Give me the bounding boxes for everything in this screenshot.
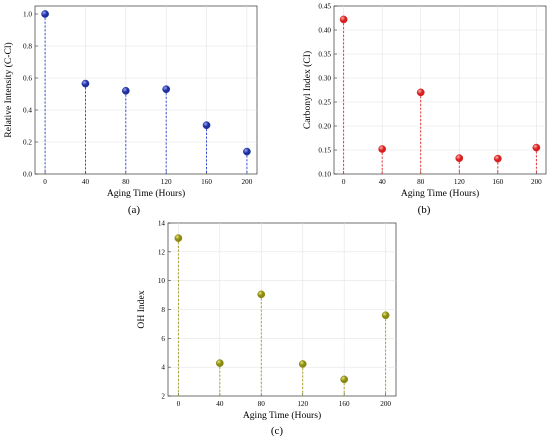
y-tick-label-a: 1.0 — [23, 11, 32, 19]
x-tick-label-c: 80 — [258, 400, 266, 408]
y-tick-label-a: 0.2 — [23, 139, 32, 147]
data-point-c — [298, 360, 307, 368]
y-tick-label-b: 0.30 — [318, 75, 331, 83]
x-tick-label-a: 120 — [161, 178, 172, 186]
data-point-a — [41, 10, 49, 18]
y-axis-title-a: Relative Intensity (C-Cl) — [3, 42, 14, 137]
y-tick-label-b: 0.45 — [318, 3, 331, 11]
x-tick-label-c: 40 — [216, 400, 224, 408]
chart-panel-b: (b) 0.10 0.15 0.20 0.25 0.30 0.35 0.40 0.45 0 40 8… — [302, 3, 547, 216]
y-tick-label-b: 0.15 — [318, 147, 331, 155]
data-point-a — [243, 147, 251, 156]
data-point-c — [215, 359, 224, 367]
y-tick-label-a: 0.6 — [23, 75, 32, 83]
plot-frame-b — [333, 5, 547, 175]
x-tick-label-c: 0 — [177, 400, 181, 408]
data-point-c — [257, 290, 266, 299]
y-tick-label-c: 6 — [161, 335, 165, 343]
x-tick-label-c: 120 — [297, 400, 308, 408]
x-tick-label-b: 200 — [531, 178, 542, 186]
y-tick-label-c: 4 — [161, 364, 165, 372]
data-point-b — [378, 145, 387, 153]
y-tick-label-c: 14 — [158, 220, 166, 228]
data-point-b — [493, 154, 502, 163]
y-tick-label-a: 0.8 — [23, 43, 32, 51]
panel-label-b: (b) — [418, 204, 431, 216]
x-axis-title-b: Aging Time (Hours) — [401, 188, 479, 199]
x-tick-label-c: 160 — [339, 400, 350, 408]
y-tick-label-a: 0.4 — [23, 107, 32, 115]
data-point-c — [340, 375, 349, 384]
data-point-c — [381, 311, 390, 320]
x-tick-label-b: 120 — [454, 178, 465, 186]
data-point-c — [174, 234, 183, 242]
panel-label-c: (c) — [271, 425, 284, 437]
data-point-b — [532, 143, 541, 152]
y-tick-label-b: 0.20 — [318, 123, 331, 131]
y-axis-title-c: OH Index — [136, 290, 147, 328]
x-tick-label-b: 40 — [379, 178, 387, 186]
x-tick-label-b: 0 — [342, 178, 346, 186]
data-point-b — [455, 154, 464, 163]
y-tick-label-c: 2 — [161, 393, 165, 401]
x-tick-label-a: 40 — [82, 178, 90, 186]
chart-panel-c: (c) 2 4 6 8 10 12 14 0 40 80 120 160 200 Aging Time (… — [136, 220, 397, 437]
x-tick-label-b: 160 — [492, 178, 503, 186]
x-axis-title-a: Aging Time (Hours) — [107, 188, 185, 199]
y-tick-label-c: 8 — [161, 306, 165, 314]
y-tick-label-b: 0.25 — [318, 99, 331, 107]
x-tick-label-a: 200 — [242, 178, 253, 186]
data-point-a — [202, 121, 211, 130]
data-point-a — [81, 79, 90, 88]
x-tick-label-a: 0 — [43, 178, 47, 186]
y-axis-title-b: Carbonyl Index (CI) — [302, 51, 313, 129]
data-point-a — [121, 86, 130, 95]
y-tick-label-b: 0.40 — [318, 27, 331, 35]
plot-frame-a — [34, 5, 258, 175]
x-axis-title-c: Aging Time (Hours) — [243, 410, 321, 421]
x-tick-label-b: 80 — [417, 178, 425, 186]
chart-panel-a: (a) 0.0 0.2 0.4 0.6 0.8 1.0 0 40 80 120 160 200 Agin… — [3, 5, 258, 216]
data-point-a — [162, 85, 171, 94]
data-point-b — [339, 15, 348, 24]
y-tick-label-b: 0.35 — [318, 51, 331, 59]
y-tick-label-b: 0.10 — [318, 171, 331, 179]
data-point-b — [416, 88, 425, 97]
x-tick-label-c: 200 — [380, 400, 391, 408]
y-tick-label-c: 12 — [158, 248, 166, 256]
y-tick-label-a: 0.0 — [23, 171, 32, 179]
y-tick-label-c: 10 — [158, 277, 166, 285]
panel-label-a: (a) — [128, 204, 141, 216]
x-tick-label-a: 80 — [122, 178, 130, 186]
x-tick-label-a: 160 — [201, 178, 212, 186]
